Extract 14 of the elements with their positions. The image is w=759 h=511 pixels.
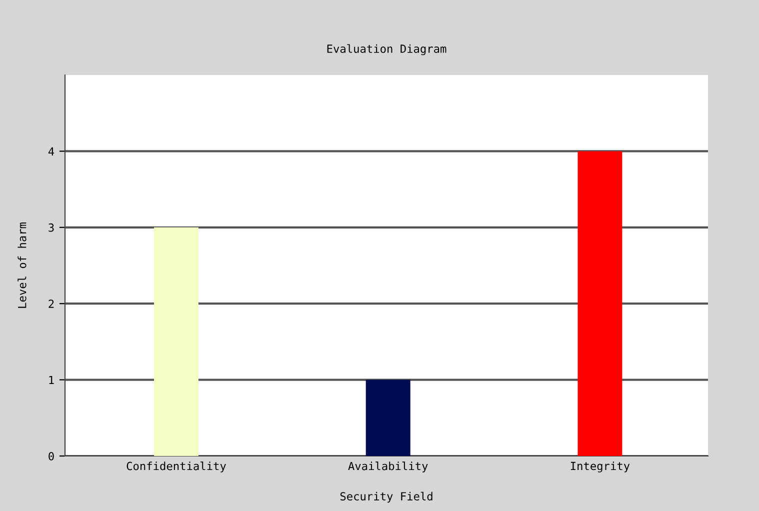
x-tick-label: Integrity xyxy=(570,462,630,472)
y-tick-label: 4 xyxy=(48,147,54,156)
y-tick-label: 1 xyxy=(49,376,54,384)
x-tick-label: Availability xyxy=(348,462,428,472)
y-tick-label: 0 xyxy=(48,452,54,460)
bar xyxy=(154,227,198,456)
y-tick-label: 2 xyxy=(48,300,54,308)
x-axis-title: Security Field xyxy=(340,492,432,503)
x-tick-label: Confidentiality xyxy=(126,462,226,472)
y-tick-label: 3 xyxy=(48,223,54,232)
bar xyxy=(578,151,622,456)
chart-title: Evaluation Diagram xyxy=(327,44,446,56)
y-axis-title: Level of harm xyxy=(18,222,26,308)
bar xyxy=(366,380,410,456)
